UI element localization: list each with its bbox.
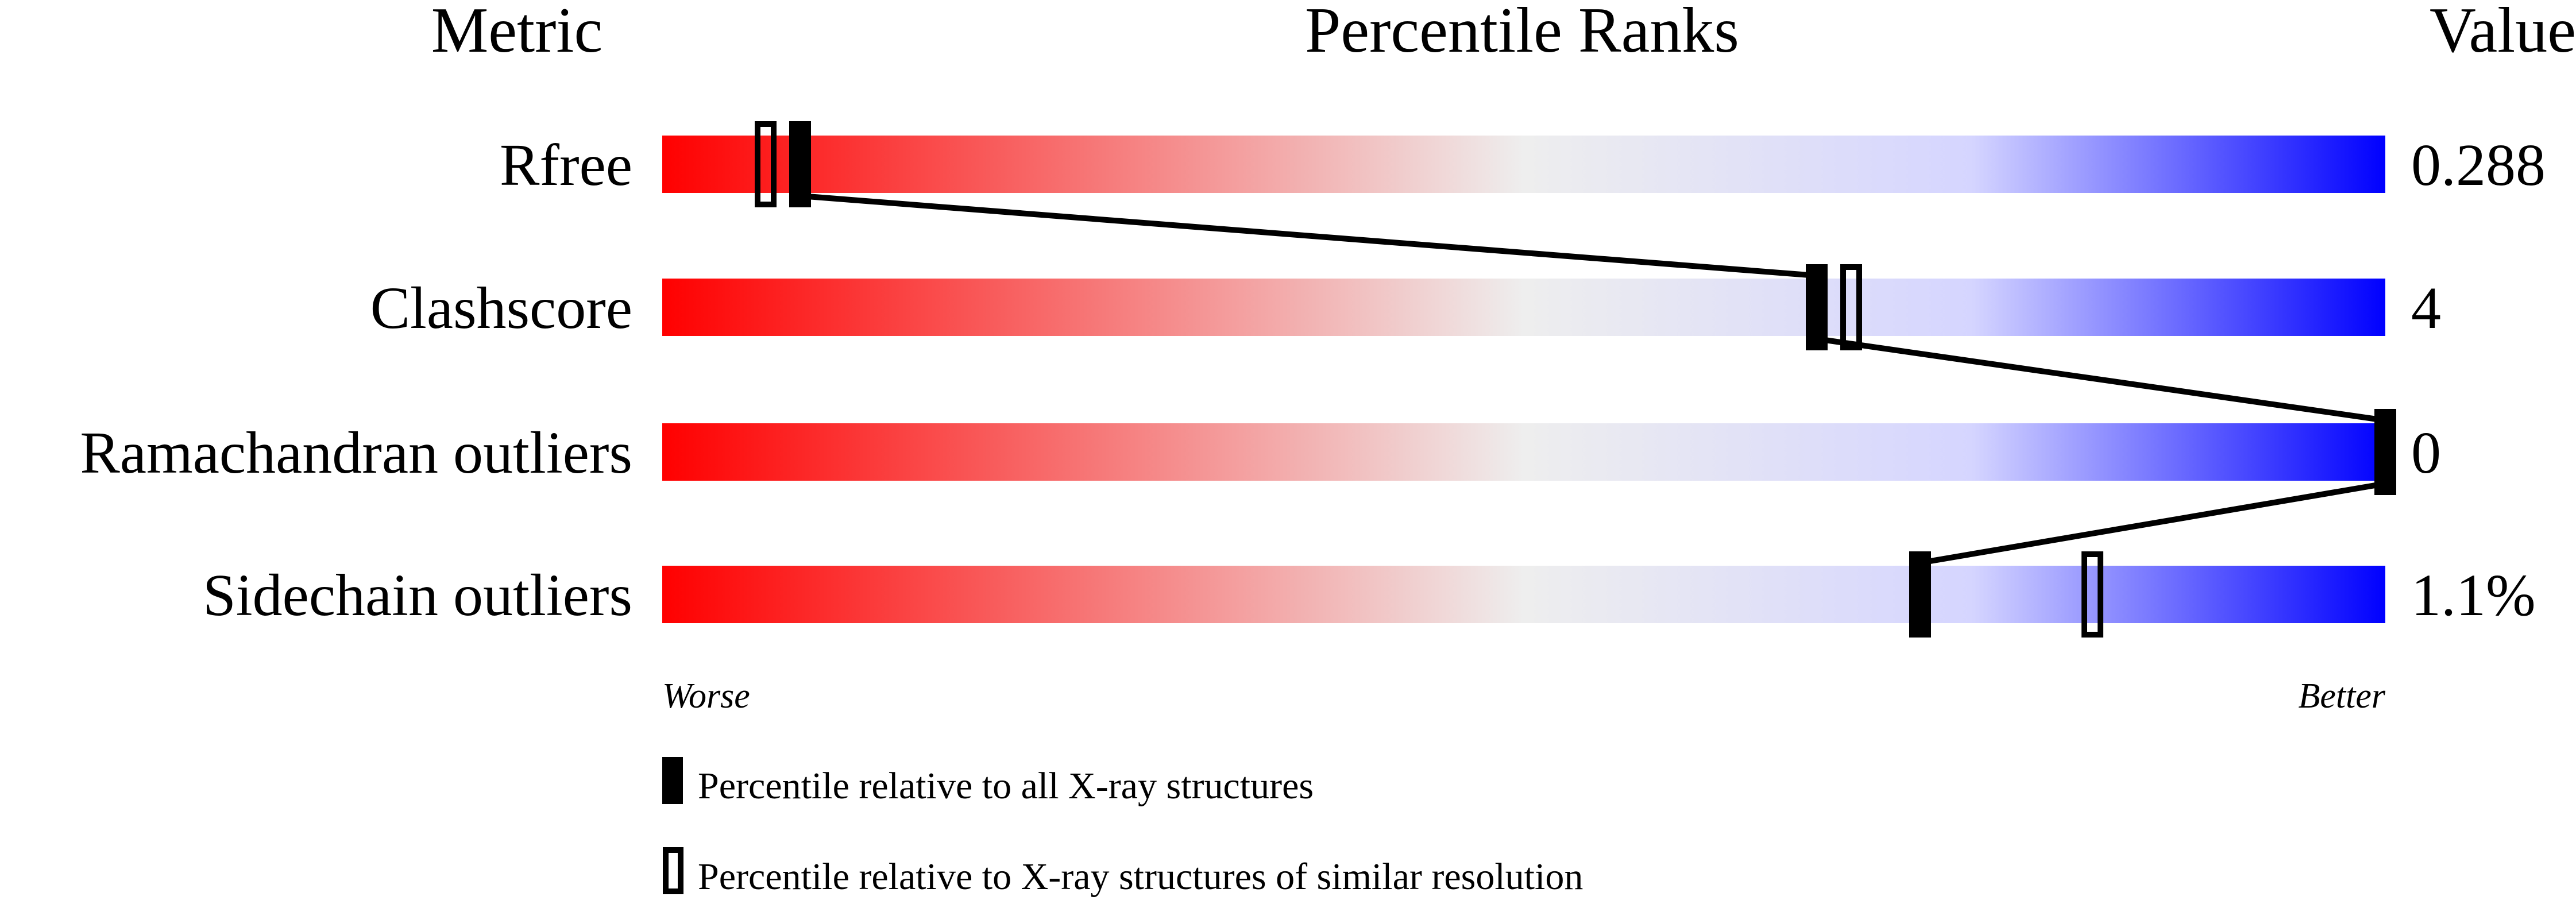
percentile-bar [662, 279, 2385, 336]
header-percentile-ranks: Percentile Ranks [1305, 0, 1739, 66]
all-structures-percentile-marker [789, 121, 811, 207]
metric-value: 1.1% [2411, 562, 2536, 628]
metric-label: Sidechain outliers [203, 562, 632, 628]
all-structures-percentile-marker [2374, 409, 2396, 495]
header-value: Value [2430, 0, 2576, 66]
metric-value: 4 [2411, 275, 2441, 341]
percentile-bar [662, 566, 2385, 623]
legend-filled-label: Percentile relative to all X-ray structu… [698, 765, 1314, 807]
axis-worse-label: Worse [662, 677, 750, 716]
similar-resolution-percentile-marker [2081, 551, 2103, 638]
metric-label: Clashscore [370, 275, 632, 341]
all-structures-percentile-marker [1909, 551, 1931, 638]
percentile-bar [662, 423, 2385, 481]
connector-line [1920, 481, 2386, 566]
metric-label: Rfree [500, 132, 632, 198]
metric-value: 0.288 [2411, 132, 2546, 198]
all-structures-percentile-marker [1806, 264, 1828, 350]
similar-resolution-percentile-marker [1840, 264, 1862, 350]
legend-hollow-label: Percentile relative to X-ray structures … [698, 856, 1583, 898]
metric-value: 0 [2411, 420, 2441, 486]
connector-line [800, 193, 1817, 279]
legend-filled-marker [662, 757, 683, 804]
axis-better-label: Better [2299, 677, 2386, 716]
legend-hollow-marker [663, 847, 683, 894]
connector-line [1816, 336, 2386, 423]
metric-label: Ramachandran outliers [80, 420, 632, 486]
percentile-bar [662, 136, 2385, 193]
similar-resolution-percentile-marker [755, 121, 777, 207]
header-metric: Metric [431, 0, 603, 66]
